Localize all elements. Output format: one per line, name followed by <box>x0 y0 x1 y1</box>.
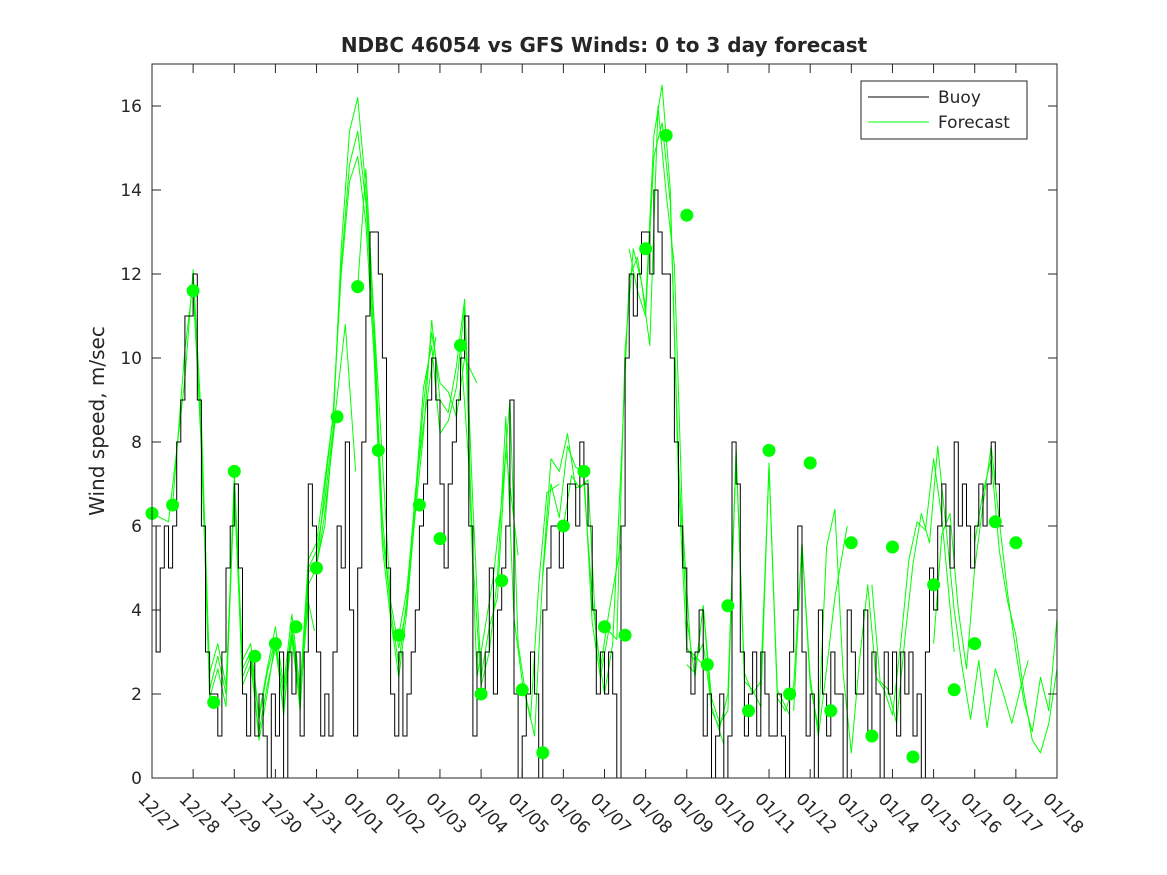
forecast-marker <box>968 637 982 651</box>
marker-layer <box>145 128 1023 764</box>
x-tick-label: 01/03 <box>421 789 470 838</box>
x-tick-label: 12/29 <box>216 789 265 838</box>
legend-box <box>860 80 1028 140</box>
x-tick-label: 01/07 <box>586 789 635 838</box>
x-tick-label: 01/17 <box>997 789 1046 838</box>
y-tick-label: 2 <box>131 685 142 705</box>
forecast-marker <box>392 628 406 642</box>
x-tick-label: 01/13 <box>833 789 882 838</box>
y-tick-label: 14 <box>120 181 142 201</box>
forecast-marker <box>803 456 817 470</box>
y-tick-label: 0 <box>131 769 142 789</box>
forecast-marker <box>844 536 858 550</box>
forecast-run-line <box>793 458 955 754</box>
forecast-marker <box>248 649 262 663</box>
x-tick-label: 01/08 <box>627 789 676 838</box>
x-tick-label: 01/12 <box>792 789 841 838</box>
forecast-marker <box>947 683 961 697</box>
forecast-marker <box>721 599 735 613</box>
forecast-marker <box>988 515 1002 529</box>
x-tick-label: 01/18 <box>1038 789 1087 838</box>
x-tick-label: 12/31 <box>298 789 347 838</box>
x-tick-label: 12/30 <box>257 789 306 838</box>
legend: Buoy Forecast <box>860 80 1028 140</box>
forecast-marker <box>268 637 282 651</box>
y-tick-label: 8 <box>131 433 142 453</box>
forecast-run-line <box>562 84 725 745</box>
forecast-marker <box>310 561 323 575</box>
forecast-marker <box>166 498 180 512</box>
forecast-marker <box>536 746 550 760</box>
x-tick-label: 01/04 <box>463 789 512 838</box>
legend-forecast-label: Forecast <box>938 113 1010 133</box>
legend-buoy-label: Buoy <box>938 88 981 108</box>
y-tick-label: 10 <box>120 349 142 369</box>
forecast-marker <box>330 410 344 424</box>
y-tick-label: 16 <box>120 97 142 117</box>
x-tick-label: 01/14 <box>874 789 923 838</box>
forecast-marker <box>207 695 221 709</box>
x-tick-label: 01/01 <box>339 789 388 838</box>
x-tick-label: 01/16 <box>956 789 1005 838</box>
forecast-marker <box>495 574 509 588</box>
forecast-run-line <box>274 97 437 703</box>
forecast-marker <box>227 464 241 478</box>
forecast-marker <box>454 338 467 352</box>
x-tick-label: 01/09 <box>668 789 717 838</box>
y-axis: 0 2 4 6 8 10 12 14 16 <box>120 97 1057 789</box>
y-tick-label: 6 <box>131 517 142 537</box>
forecast-marker <box>371 443 385 457</box>
forecast-marker <box>598 620 611 634</box>
forecast-marker <box>474 687 488 701</box>
forecast-marker <box>742 704 755 718</box>
forecast-marker <box>927 578 941 592</box>
x-tick-label: 01/15 <box>915 789 964 838</box>
forecast-run-line <box>974 458 1058 754</box>
x-tick-label: 01/10 <box>709 789 758 838</box>
forecast-marker <box>186 284 200 298</box>
y-tick-label: 4 <box>131 601 142 621</box>
forecast-run-line <box>316 155 478 678</box>
chart-title: NDBC 46054 vs GFS Winds: 0 to 3 day fore… <box>341 33 868 57</box>
x-tick-label: 12/27 <box>133 789 182 838</box>
x-tick-label: 12/28 <box>175 789 224 838</box>
forecast-run-line <box>542 105 704 678</box>
forecast-marker <box>433 532 447 546</box>
plot-area <box>145 63 1058 779</box>
forecast-marker <box>906 750 920 764</box>
forecast-marker <box>865 729 879 743</box>
forecast-marker <box>577 464 591 478</box>
x-tick-label: 01/06 <box>545 789 594 838</box>
forecast-marker <box>700 658 714 672</box>
forecast-run-line <box>192 290 357 741</box>
forecast-marker <box>762 443 776 457</box>
y-tick-label: 12 <box>120 265 142 285</box>
forecast-marker <box>412 498 426 512</box>
forecast-marker <box>515 683 529 697</box>
x-tick-label: 01/05 <box>504 789 553 838</box>
forecast-marker <box>659 128 673 142</box>
x-tick-label: 01/11 <box>751 789 800 838</box>
forecast-marker <box>1009 536 1023 550</box>
forecast-marker <box>618 628 632 642</box>
y-axis-label: Wind speed, m/sec <box>85 326 109 516</box>
forecast-marker <box>289 620 303 634</box>
x-tick-label: 01/02 <box>380 789 429 838</box>
forecast-marker <box>639 242 653 256</box>
forecast-run-line <box>686 449 848 737</box>
forecast-marker <box>824 704 838 718</box>
buoy-series-line <box>152 189 1004 779</box>
forecast-marker <box>351 280 365 294</box>
forecast-marker <box>556 519 570 533</box>
forecast-marker <box>783 687 797 701</box>
forecast-marker <box>886 540 899 554</box>
forecast-marker <box>680 208 694 222</box>
buoy-layer <box>152 189 1004 779</box>
forecast-run-line <box>460 345 622 737</box>
